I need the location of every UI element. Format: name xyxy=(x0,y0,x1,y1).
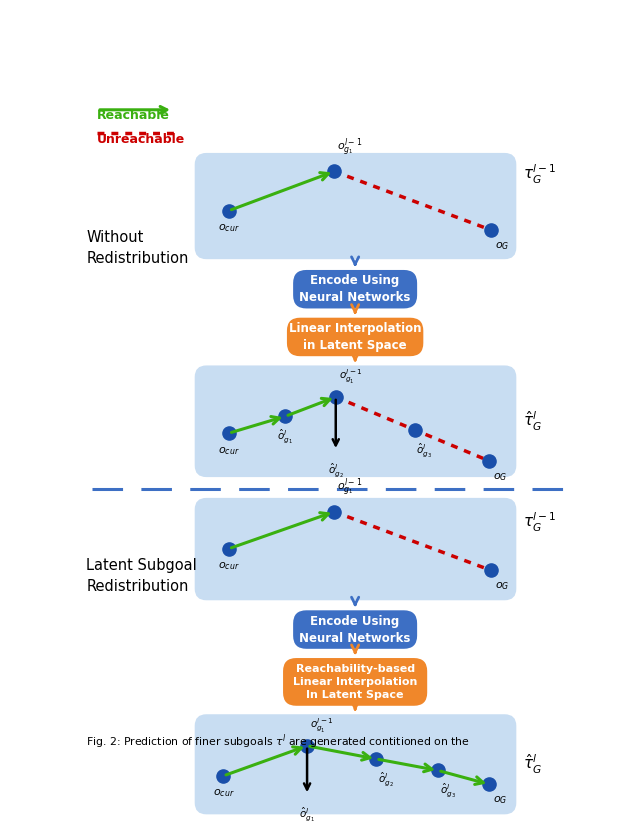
Text: $o_{cur}$: $o_{cur}$ xyxy=(218,561,239,572)
Point xyxy=(331,391,341,404)
Text: $\hat{o}_{g_3}^l$: $\hat{o}_{g_3}^l$ xyxy=(417,442,432,460)
FancyBboxPatch shape xyxy=(293,270,417,308)
Point xyxy=(224,427,234,440)
Text: $o_G$: $o_G$ xyxy=(495,240,509,251)
Text: $\hat{o}_{g_2}^l$: $\hat{o}_{g_2}^l$ xyxy=(378,770,394,789)
Point xyxy=(433,763,443,777)
FancyBboxPatch shape xyxy=(287,318,423,356)
FancyBboxPatch shape xyxy=(293,610,417,649)
Text: $o_{cur}$: $o_{cur}$ xyxy=(218,445,239,457)
Text: Fig. 2: Prediction of finer subgoals $\tau^l$ are generated contitioned on the: Fig. 2: Prediction of finer subgoals $\t… xyxy=(86,732,470,751)
Text: Reachability-based
Linear Interpolation
In Latent Space: Reachability-based Linear Interpolation … xyxy=(293,664,417,700)
Point xyxy=(224,542,234,556)
Text: $\hat{o}_{g_3}^l$: $\hat{o}_{g_3}^l$ xyxy=(440,782,456,800)
Text: Latent Subgoal
Redistribution: Latent Subgoal Redistribution xyxy=(86,558,197,594)
Text: $\hat{o}_{g_1}^l$: $\hat{o}_{g_1}^l$ xyxy=(299,806,315,825)
Point xyxy=(280,410,291,423)
Text: $o_{cur}$: $o_{cur}$ xyxy=(218,222,239,234)
Text: $\hat{o}_{g_2}^l$: $\hat{o}_{g_2}^l$ xyxy=(328,462,344,480)
FancyBboxPatch shape xyxy=(195,365,516,477)
Text: $\tau_G^{l-1}$: $\tau_G^{l-1}$ xyxy=(524,511,557,534)
Text: $\tau_G^{l-1}$: $\tau_G^{l-1}$ xyxy=(524,163,557,186)
Point xyxy=(329,505,339,519)
Point xyxy=(484,778,494,791)
Point xyxy=(371,753,381,766)
Text: Linear Interpolation
in Latent Space: Linear Interpolation in Latent Space xyxy=(289,322,421,352)
Point xyxy=(302,739,312,753)
Point xyxy=(486,564,496,577)
FancyBboxPatch shape xyxy=(195,714,516,815)
Text: $o_{g_1}^{l-1}$: $o_{g_1}^{l-1}$ xyxy=(339,368,363,385)
Text: $o_{g_1}^{l-1}$: $o_{g_1}^{l-1}$ xyxy=(337,477,362,499)
Text: $o_{g_1}^{l-1}$: $o_{g_1}^{l-1}$ xyxy=(337,137,362,159)
Text: $o_G$: $o_G$ xyxy=(493,471,508,483)
Text: $\hat{\tau}_G^l$: $\hat{\tau}_G^l$ xyxy=(524,753,542,776)
Text: Unreachable: Unreachable xyxy=(97,133,186,146)
Text: Without
Redistribution: Without Redistribution xyxy=(86,230,189,266)
Point xyxy=(329,165,339,178)
FancyBboxPatch shape xyxy=(195,498,516,600)
FancyBboxPatch shape xyxy=(283,658,428,706)
Text: Encode Using
Neural Networks: Encode Using Neural Networks xyxy=(300,274,411,304)
Text: $\hat{o}_{g_1}^l$: $\hat{o}_{g_1}^l$ xyxy=(277,428,293,446)
Point xyxy=(410,423,420,437)
Text: $o_G$: $o_G$ xyxy=(495,580,509,592)
Point xyxy=(486,223,496,236)
Point xyxy=(224,204,234,217)
Text: $\hat{\tau}_G^l$: $\hat{\tau}_G^l$ xyxy=(524,409,542,432)
Text: Encode Using
Neural Networks: Encode Using Neural Networks xyxy=(300,614,411,644)
Text: $o_{g_1}^{l-1}$: $o_{g_1}^{l-1}$ xyxy=(310,716,334,734)
Point xyxy=(484,454,494,468)
Text: $o_G$: $o_G$ xyxy=(493,794,508,806)
Text: Reachable: Reachable xyxy=(97,109,170,122)
Text: $o_{cur}$: $o_{cur}$ xyxy=(212,788,234,799)
Point xyxy=(218,769,228,783)
FancyBboxPatch shape xyxy=(195,153,516,259)
